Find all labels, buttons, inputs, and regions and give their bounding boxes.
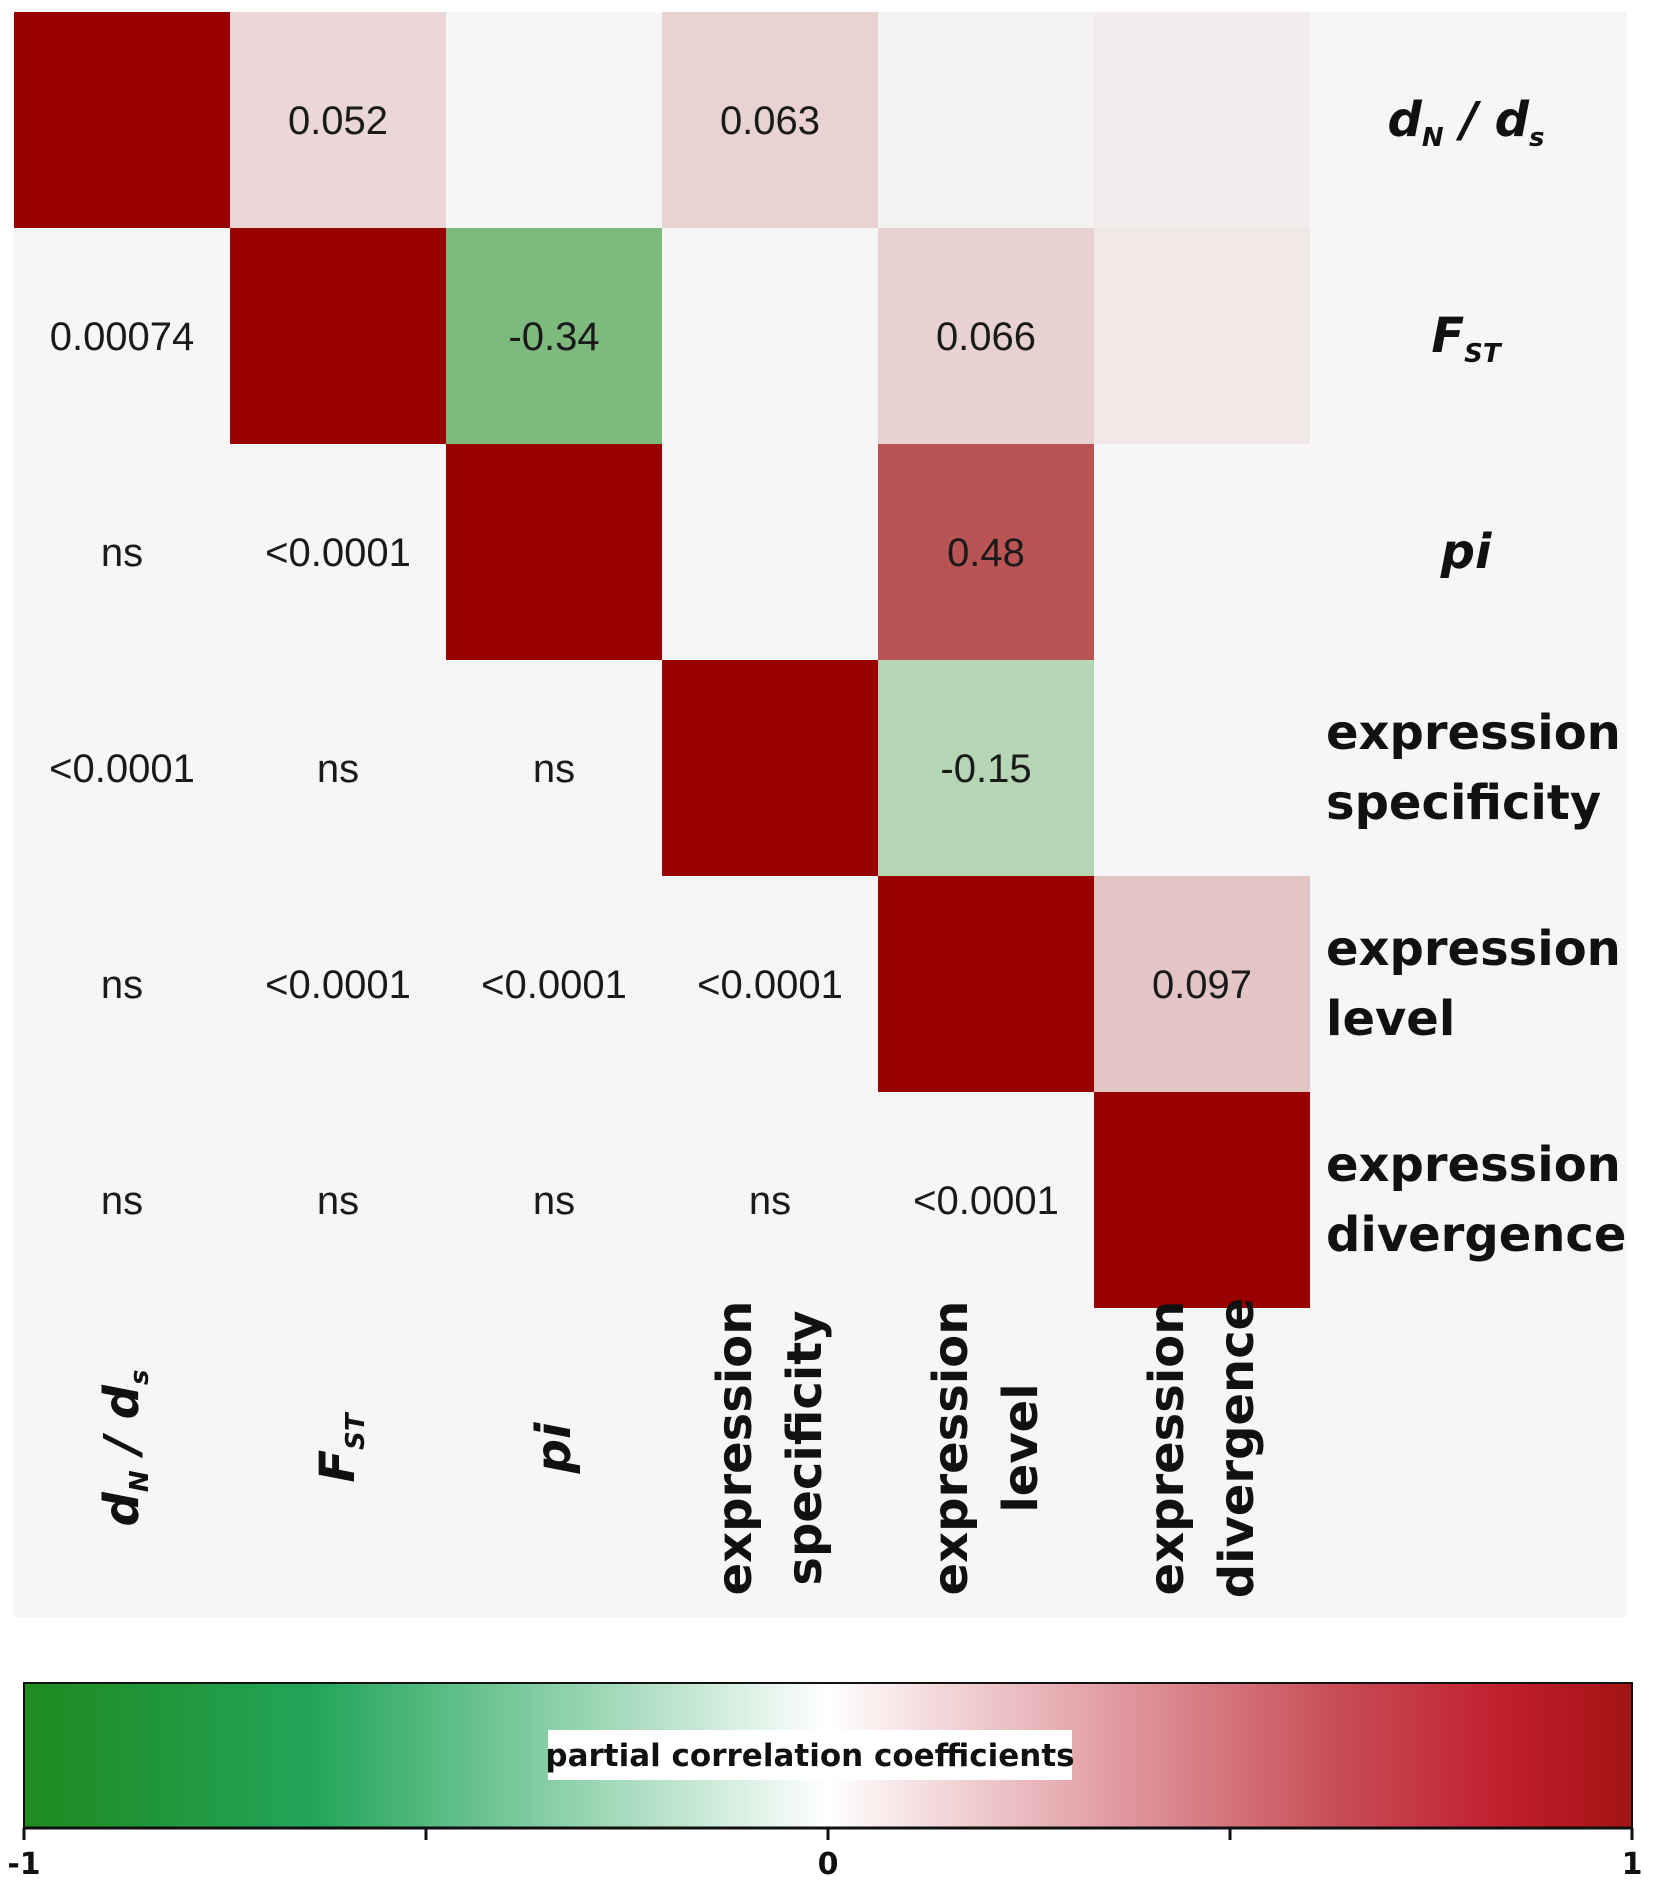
coefficient-cell xyxy=(1094,12,1310,228)
variable-label-pi: pi xyxy=(526,1422,582,1474)
pvalue-label: ns xyxy=(749,1179,791,1223)
variable-label-text: FST xyxy=(310,1411,371,1483)
pvalue-label: ns xyxy=(533,747,575,791)
pvalue-label: <0.0001 xyxy=(265,963,411,1007)
diagonal-cell xyxy=(878,876,1094,1092)
coefficient-label: 0.48 xyxy=(947,531,1025,575)
coefficient-cell xyxy=(662,444,878,660)
variable-label-fst: FST xyxy=(1431,308,1503,369)
coefficient-cell xyxy=(446,12,662,228)
variable-label-text: pi xyxy=(1440,524,1492,580)
coefficient-cell xyxy=(662,228,878,444)
pvalue-label: ns xyxy=(317,1179,359,1223)
coefficient-label: 0.063 xyxy=(720,99,820,143)
pvalue-label: <0.0001 xyxy=(913,1179,1059,1223)
variable-label-pi: pi xyxy=(1440,524,1492,580)
colorbar-legend: partial correlation coefficients -1 0 1 xyxy=(7,1682,1643,1882)
coefficient-cell xyxy=(878,660,1094,876)
coefficient-cell xyxy=(1094,444,1310,660)
variable-label-line: level xyxy=(1326,991,1455,1047)
coefficient-label: 0.097 xyxy=(1152,963,1252,1007)
coefficient-cell xyxy=(878,444,1094,660)
variable-label-text: FST xyxy=(1431,308,1503,369)
coefficient-label: -0.34 xyxy=(508,315,599,359)
coefficient-cell xyxy=(1094,228,1310,444)
variable-label-line: divergence xyxy=(1209,1298,1265,1598)
variable-label-text: dN / ds xyxy=(1388,92,1545,153)
variable-label-dnds: dN / ds xyxy=(1388,92,1545,153)
colorbar-tick-label: 0 xyxy=(818,1847,839,1882)
colorbar-tick-label: -1 xyxy=(7,1847,40,1882)
coefficient-cell xyxy=(1094,660,1310,876)
variable-label-line: level xyxy=(993,1383,1049,1512)
diagonal-cell xyxy=(230,228,446,444)
coefficient-cell xyxy=(446,228,662,444)
coefficient-label: 0.052 xyxy=(288,99,388,143)
pvalue-label: <0.0001 xyxy=(49,747,195,791)
variable-label-line: specificity xyxy=(1326,775,1601,831)
variable-label-line: expression xyxy=(1139,1301,1195,1596)
diagonal-cell xyxy=(1094,1092,1310,1308)
pvalue-label: <0.0001 xyxy=(481,963,627,1007)
variable-label-line: expression xyxy=(1326,705,1621,761)
coefficient-cell xyxy=(878,12,1094,228)
variable-label-fst: FST xyxy=(310,1411,371,1483)
colorbar-title: partial correlation coefficients xyxy=(545,1738,1074,1774)
variable-label-text: dN / ds xyxy=(94,1370,155,1527)
coefficient-cell xyxy=(662,12,878,228)
pvalue-label: 0.00074 xyxy=(50,315,195,359)
pvalue-label: <0.0001 xyxy=(265,531,411,575)
pvalue-label: <0.0001 xyxy=(697,963,843,1007)
variable-label-expr_level: expression level xyxy=(1326,921,1621,1047)
variable-label-text: pi xyxy=(526,1422,582,1474)
pvalue-label: ns xyxy=(101,531,143,575)
colorbar-title-box xyxy=(548,1730,1072,1780)
variable-label-line: expression xyxy=(1326,921,1621,977)
row-labels: dN / dsFSTpiexpressionspecificityexpress… xyxy=(1326,92,1626,1263)
pvalue-label: ns xyxy=(317,747,359,791)
coefficient-label: 0.066 xyxy=(936,315,1036,359)
coefficient-cell xyxy=(230,12,446,228)
coefficient-cell xyxy=(1094,876,1310,1092)
colorbar-tick-label: 1 xyxy=(1622,1847,1643,1882)
coefficient-cell xyxy=(878,228,1094,444)
heatmap-matrix: 0.052 0.063 -0.34 0.066 0.48 -0.15 0.097 0.0007… xyxy=(14,12,1626,1617)
variable-label-line: expression xyxy=(707,1301,763,1596)
pvalue-label: ns xyxy=(533,1179,575,1223)
variable-label-expr_spec: expression specificity xyxy=(1326,705,1621,831)
variable-label-line: divergence xyxy=(1326,1207,1626,1263)
variable-label-dnds: dN / ds xyxy=(94,1370,155,1527)
pvalue-label: ns xyxy=(101,1179,143,1223)
variable-label-line: expression xyxy=(923,1301,979,1596)
variable-label-line: expression xyxy=(1326,1137,1621,1193)
variable-label-line: specificity xyxy=(777,1310,833,1585)
pvalue-label: ns xyxy=(101,963,143,1007)
diagonal-cell xyxy=(662,660,878,876)
coefficient-label: -0.15 xyxy=(940,747,1031,791)
variable-label-expr_div: expression divergence xyxy=(1326,1137,1626,1263)
diagonal-cell xyxy=(14,12,230,228)
diagonal-cell xyxy=(446,444,662,660)
